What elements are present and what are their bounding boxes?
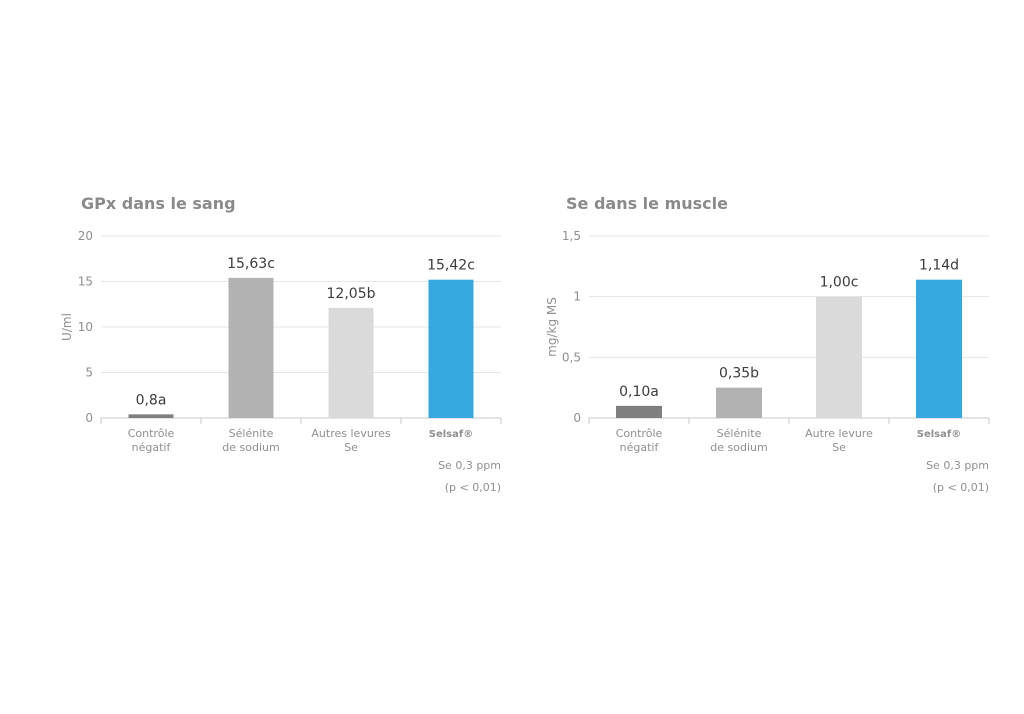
- category-label: Autre levure: [805, 427, 873, 440]
- chart-title: GPx dans le sang: [81, 194, 236, 213]
- category-label: de sodium: [222, 441, 279, 454]
- significance-note: (p < 0,01): [933, 481, 989, 494]
- y-axis-label: mg/kg MS: [545, 297, 559, 357]
- y-tick-label: 0: [85, 411, 93, 425]
- significance-note: (p < 0,01): [445, 481, 501, 494]
- y-tick-label: 5: [85, 366, 93, 380]
- data-label: 12,05b: [327, 286, 376, 302]
- y-axis-label: U/ml: [60, 313, 74, 341]
- category-label: Selsaf®: [917, 429, 961, 440]
- category-label: Contrôle: [616, 427, 663, 440]
- category-label: Se: [832, 441, 846, 454]
- bar: [228, 277, 274, 418]
- category-label: négatif: [620, 441, 660, 454]
- bar: [716, 387, 762, 418]
- bar: [816, 296, 862, 418]
- data-label: 1,00c: [820, 275, 859, 291]
- data-label: 0,8a: [136, 392, 167, 408]
- y-tick-label: 10: [78, 320, 93, 334]
- category-label: Se: [344, 441, 358, 454]
- bar: [328, 307, 374, 418]
- data-label: 15,42c: [427, 258, 475, 274]
- y-tick-label: 1,5: [562, 229, 581, 243]
- y-tick-label: 15: [78, 275, 93, 289]
- category-label: Sélénite: [717, 427, 762, 440]
- bar: [428, 279, 474, 418]
- data-label: 0,35b: [719, 366, 759, 382]
- significance-note: Se 0,3 ppm: [438, 459, 501, 472]
- category-label: Contrôle: [128, 427, 175, 440]
- y-tick-label: 0: [573, 411, 581, 425]
- category-label: Autres levures: [311, 427, 390, 440]
- y-tick-label: 0,5: [562, 350, 581, 364]
- data-label: 1,14d: [919, 258, 959, 274]
- significance-note: Se 0,3 ppm: [926, 459, 989, 472]
- y-tick-label: 1: [573, 290, 581, 304]
- data-label: 0,10a: [619, 384, 659, 400]
- data-label: 15,63c: [227, 256, 275, 272]
- category-label: négatif: [132, 441, 172, 454]
- bar: [128, 414, 174, 418]
- chart-title: Se dans le muscle: [566, 194, 728, 213]
- category-label: Selsaf®: [429, 429, 473, 440]
- chart-gpx-blood: GPx dans le sang 0 5 10 15 20 U/ml 0,8a Contrôle…: [60, 194, 502, 494]
- category-label: de sodium: [710, 441, 767, 454]
- y-tick-label: 20: [78, 229, 93, 243]
- bar: [916, 279, 962, 418]
- bar: [616, 405, 662, 418]
- chart-se-muscle: Se dans le muscle 0 0,5 1 1,5 mg/kg MS 0,10a Co…: [545, 194, 990, 494]
- category-label: Sélénite: [229, 427, 274, 440]
